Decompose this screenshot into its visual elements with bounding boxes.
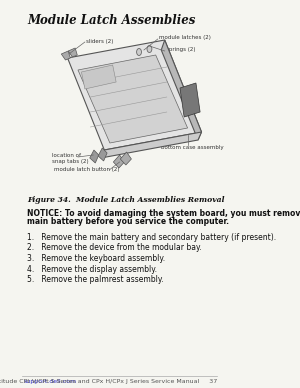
Text: Dell Latitude CPt V/CPt S Series and CPx H/CPx J Series Service Manual     37: Dell Latitude CPt V/CPt S Series and CPx… xyxy=(0,379,217,385)
Polygon shape xyxy=(113,155,124,168)
Polygon shape xyxy=(78,55,188,143)
Text: NOTICE: To avoid damaging the system board, you must remove the: NOTICE: To avoid damaging the system boa… xyxy=(27,209,300,218)
Text: Figure 34.  Module Latch Assemblies Removal: Figure 34. Module Latch Assemblies Remov… xyxy=(27,196,225,204)
Polygon shape xyxy=(98,148,107,161)
Text: 3.   Remove the keyboard assembly.: 3. Remove the keyboard assembly. xyxy=(27,254,165,263)
Text: 4.   Remove the display assembly.: 4. Remove the display assembly. xyxy=(27,265,157,274)
Polygon shape xyxy=(68,40,202,150)
Text: bottom case assembly: bottom case assembly xyxy=(161,146,224,151)
Text: Module Latch Assemblies: Module Latch Assemblies xyxy=(27,14,196,27)
Text: 5.   Remove the palmrest assembly.: 5. Remove the palmrest assembly. xyxy=(27,275,164,284)
Text: location of
snap tabs (2): location of snap tabs (2) xyxy=(52,153,88,164)
Polygon shape xyxy=(161,40,202,140)
Text: springs (2): springs (2) xyxy=(166,47,196,52)
Polygon shape xyxy=(81,65,116,89)
Circle shape xyxy=(147,45,152,52)
Polygon shape xyxy=(61,51,70,60)
Text: 1.   Remove the main battery and secondary battery (if present).: 1. Remove the main battery and secondary… xyxy=(27,233,276,242)
Text: main battery before you service the computer.: main battery before you service the comp… xyxy=(27,218,229,227)
Circle shape xyxy=(136,48,142,55)
Text: sliders (2): sliders (2) xyxy=(86,38,114,43)
Polygon shape xyxy=(90,150,99,163)
Polygon shape xyxy=(120,152,131,165)
Polygon shape xyxy=(68,48,77,57)
Polygon shape xyxy=(101,132,202,158)
Text: module latches (2): module latches (2) xyxy=(159,35,211,40)
Polygon shape xyxy=(180,83,200,117)
Text: module latch button (2): module latch button (2) xyxy=(54,168,119,173)
Text: support.dell.com: support.dell.com xyxy=(24,379,77,385)
Text: 2.   Remove the device from the modular bay.: 2. Remove the device from the modular ba… xyxy=(27,244,202,253)
